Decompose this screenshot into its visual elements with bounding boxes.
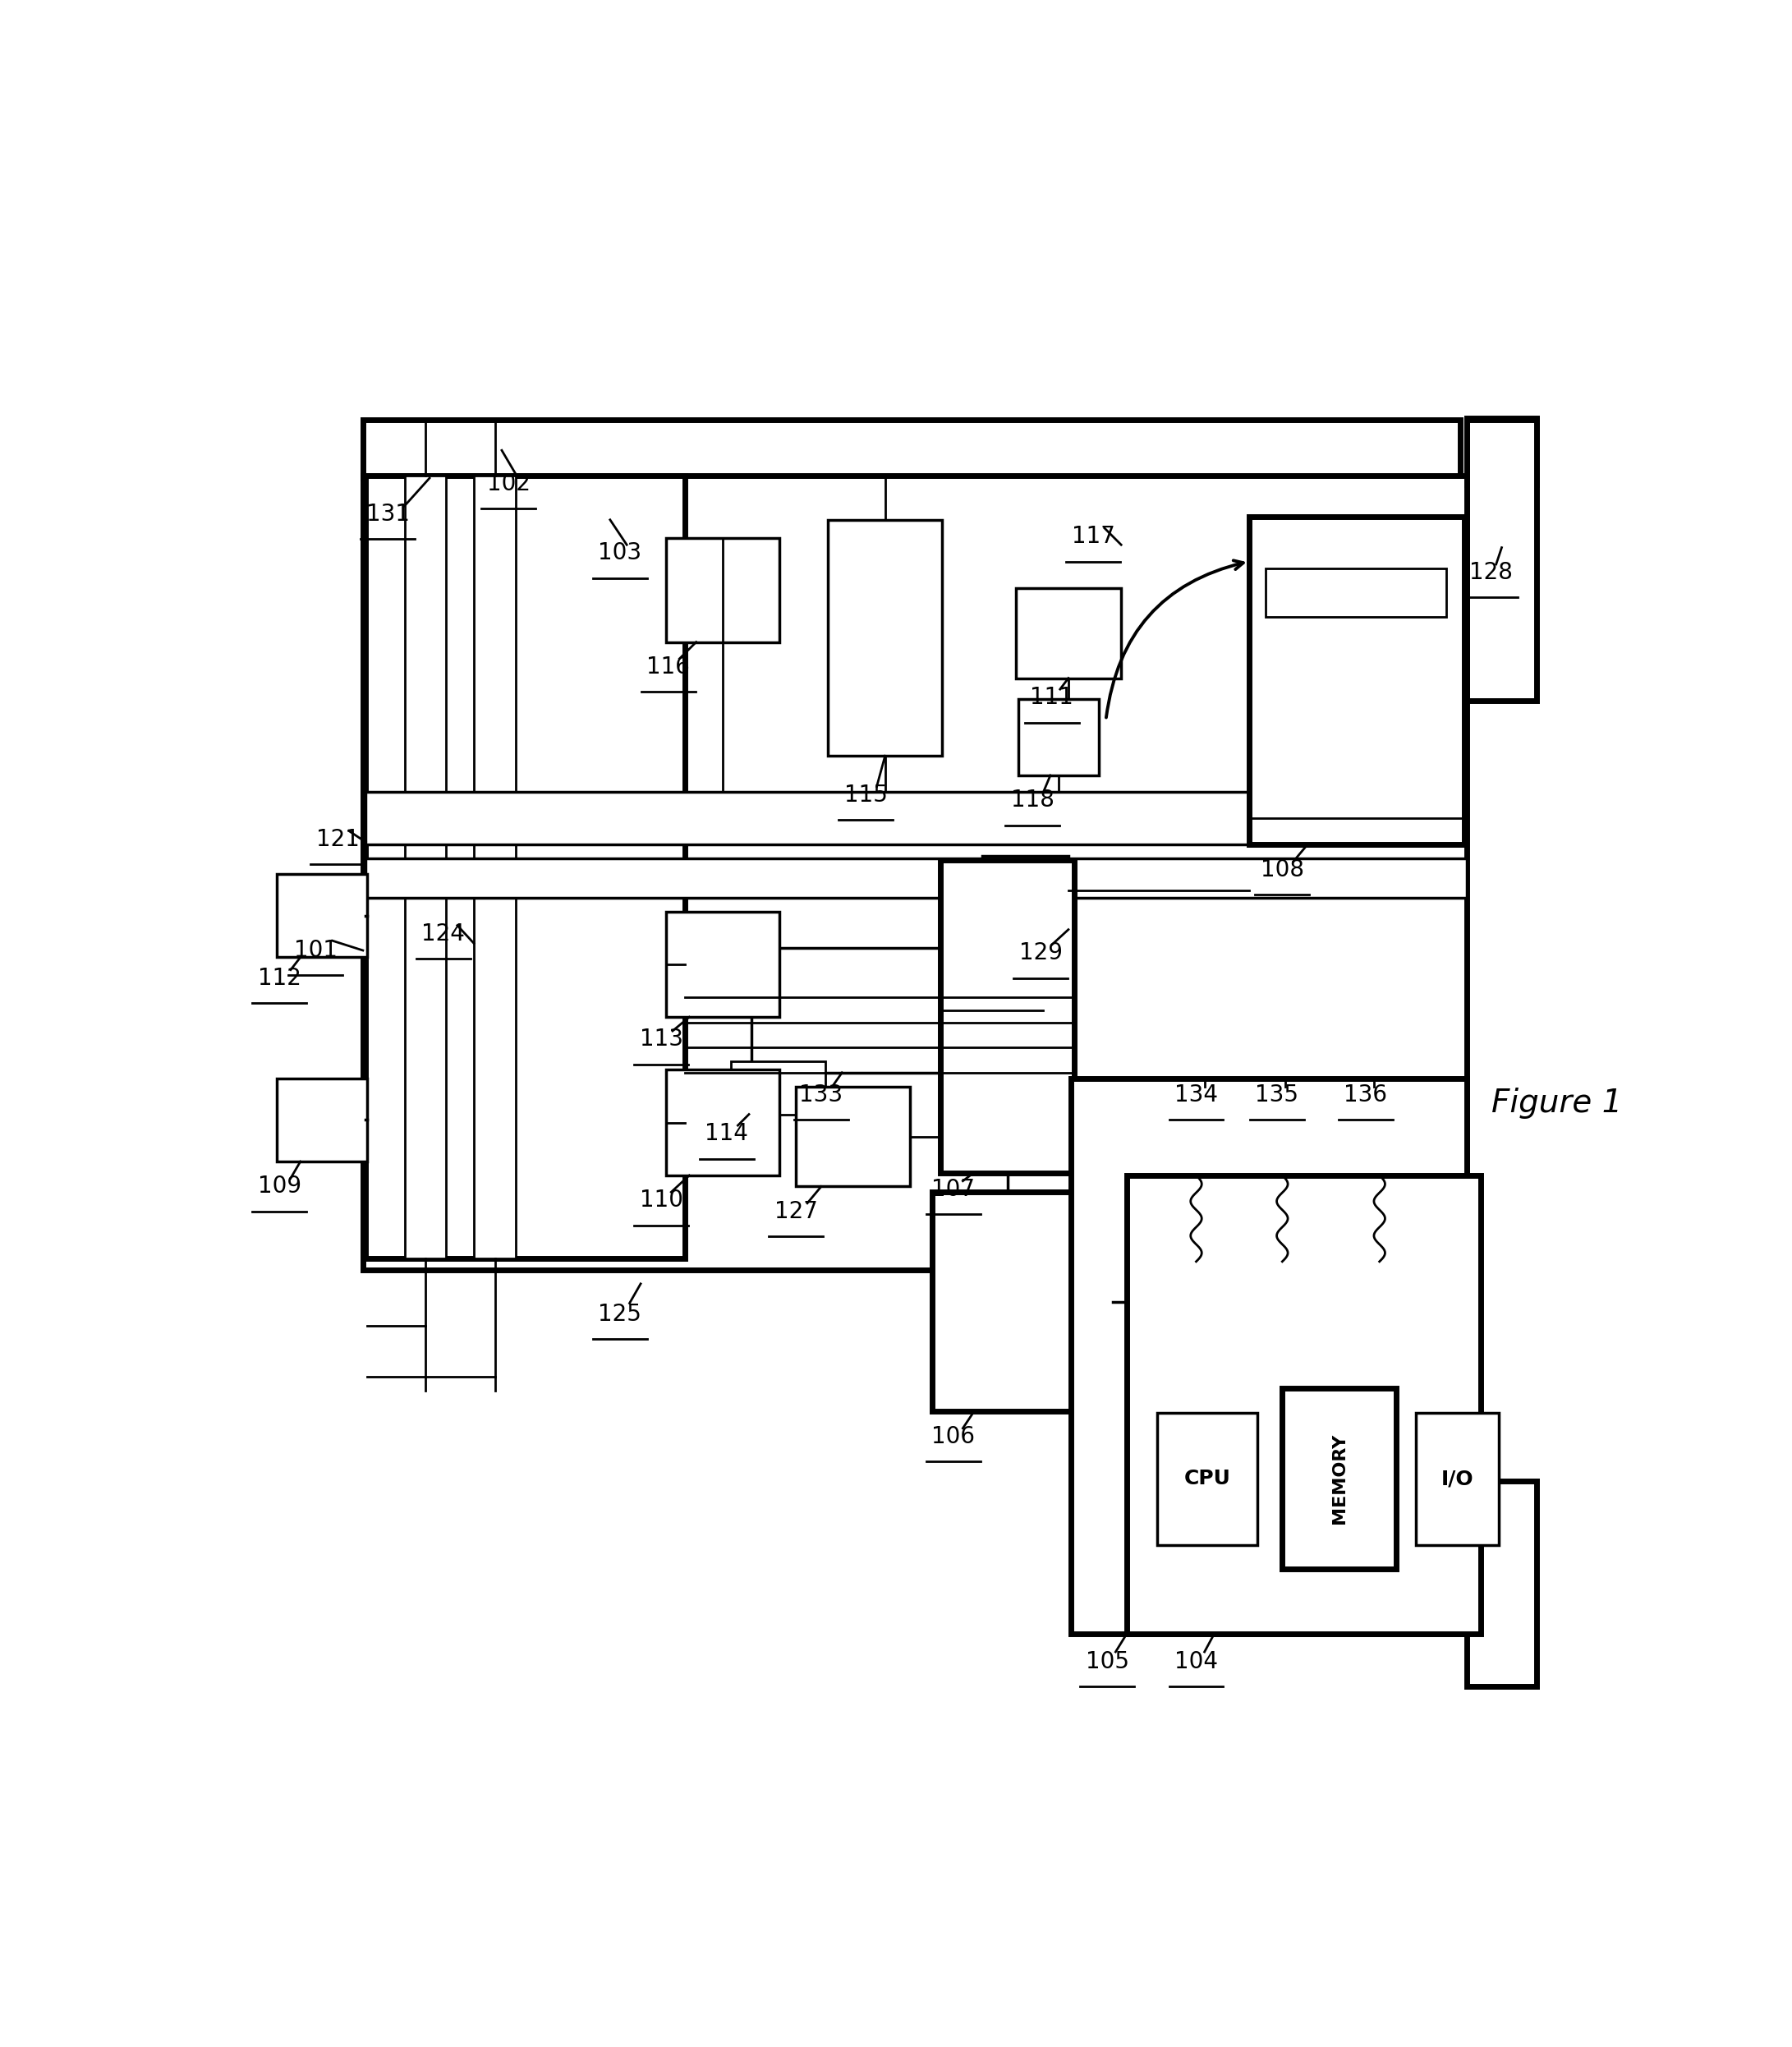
Bar [1016,587,1122,678]
Text: 133: 133 [799,1083,842,1105]
Text: 127: 127 [774,1200,817,1222]
Bar [1416,1412,1498,1545]
Bar [276,1079,367,1161]
Bar [665,538,780,643]
Bar [665,911,780,1017]
Text: CPU: CPU [1185,1470,1231,1488]
Text: 102: 102 [487,473,530,495]
Bar [362,420,1460,479]
Bar [1249,518,1464,845]
Text: 135: 135 [1254,1083,1299,1105]
Bar [1468,1482,1536,1687]
Text: 128: 128 [1469,561,1512,583]
Bar [1018,698,1098,776]
Text: 101: 101 [294,940,337,962]
Text: 108: 108 [1260,858,1305,882]
Bar [941,860,1073,1173]
Text: 136: 136 [1344,1083,1387,1105]
Text: 121: 121 [315,827,360,852]
Text: 113: 113 [640,1028,683,1050]
Bar [473,475,516,1259]
Text: 125: 125 [599,1302,642,1326]
Bar [1468,420,1536,700]
Text: 106: 106 [932,1425,975,1447]
Bar [405,475,446,1259]
Bar [362,475,1468,1269]
Bar [796,1087,910,1187]
Text: 105: 105 [1086,1650,1129,1672]
Text: Figure 1: Figure 1 [1491,1087,1624,1120]
Text: 118: 118 [1011,788,1054,813]
Bar [731,1062,826,1114]
Bar [1283,1388,1396,1568]
Bar [753,948,1043,1073]
Bar [276,874,367,958]
Text: 103: 103 [599,542,642,565]
Text: 115: 115 [844,784,887,807]
Bar [366,858,1468,897]
Bar [366,475,685,1259]
Bar [982,856,1068,925]
Text: 110: 110 [640,1189,683,1212]
Bar [828,520,943,755]
Text: 134: 134 [1174,1083,1219,1105]
Text: 129: 129 [1020,942,1063,964]
Text: 107: 107 [932,1177,975,1202]
Text: 131: 131 [366,504,410,526]
Bar [1158,1412,1258,1545]
Text: 117: 117 [1072,524,1115,549]
Text: 109: 109 [258,1175,301,1197]
Bar [1265,569,1446,616]
Text: 104: 104 [1174,1650,1219,1672]
Text: 111: 111 [1030,686,1073,708]
Bar [932,1191,1113,1412]
Bar [1127,1175,1480,1634]
Bar [1072,1079,1468,1634]
Bar [1468,418,1536,485]
Text: 116: 116 [647,655,690,678]
Bar [366,792,1468,845]
Text: 114: 114 [704,1122,749,1144]
Text: 112: 112 [258,966,301,989]
Bar [665,1071,780,1175]
Text: MEMORY: MEMORY [1331,1433,1348,1523]
Text: 124: 124 [421,923,466,946]
Text: I/O: I/O [1441,1470,1473,1488]
